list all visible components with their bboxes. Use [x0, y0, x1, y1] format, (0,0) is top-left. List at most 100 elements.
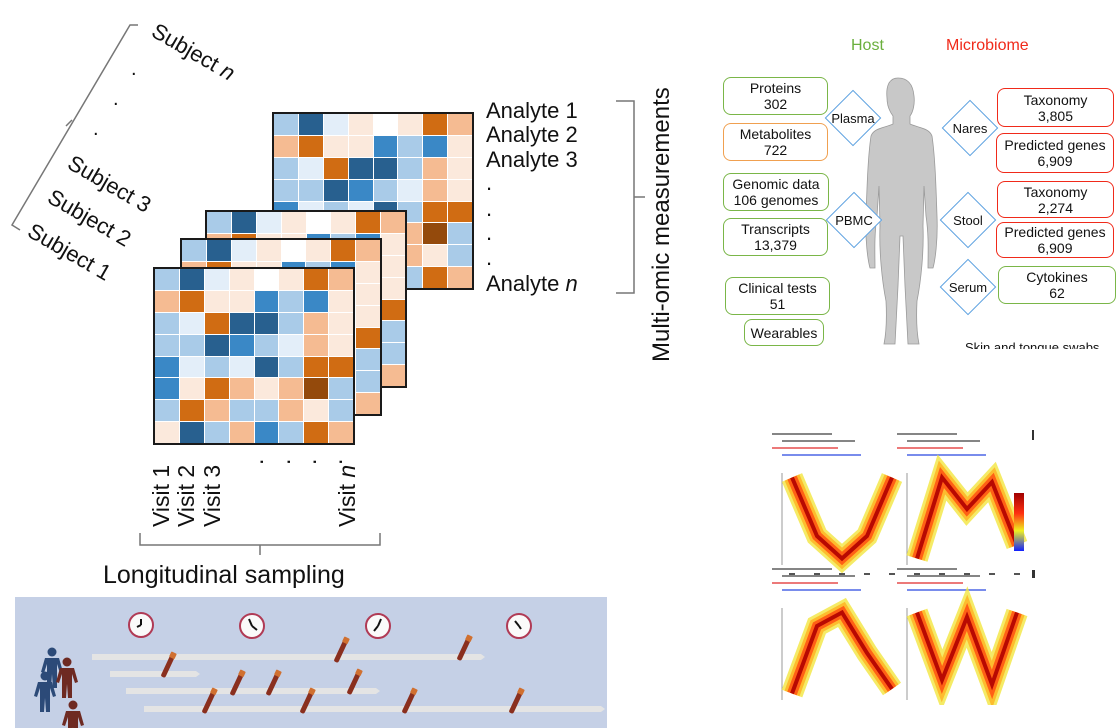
x-tick-label	[914, 573, 920, 575]
tube-body	[509, 690, 523, 714]
heatmap-cell	[274, 114, 298, 135]
heatmap-cell	[179, 422, 204, 443]
heatmap-cell	[204, 269, 229, 290]
heatmap-cell	[279, 378, 304, 400]
heatmap-cell	[323, 135, 348, 157]
person-head	[47, 647, 57, 657]
tube-cap	[308, 687, 316, 695]
plot-caption-text	[782, 440, 855, 442]
heatmap-cell	[204, 422, 229, 443]
trajectory-band	[915, 473, 1019, 560]
sample-tube-icon	[266, 669, 282, 696]
label-analyte-1: Analyte 1	[486, 98, 578, 123]
sample-pbmc: PBMC	[825, 191, 883, 249]
heatmap-cell	[254, 400, 279, 422]
plot-caption-text	[782, 589, 861, 591]
plot-caption-text	[772, 568, 832, 570]
host-box-metabolites: Metabolites 722	[723, 123, 828, 161]
visit-brace	[139, 533, 381, 555]
heatmap-cell	[304, 378, 329, 400]
x-tick-label	[1014, 573, 1020, 575]
heatmap-cell	[279, 269, 304, 290]
tube-cap	[274, 669, 282, 677]
heatmap-cell	[274, 135, 298, 157]
heatmap-cell	[231, 212, 256, 233]
plot-caption-text	[772, 582, 838, 584]
timeline-bar	[126, 688, 380, 694]
heatmap-cell	[423, 223, 448, 245]
heatmap-cell	[306, 240, 331, 261]
label-visit-2: Visit 2	[173, 464, 199, 527]
heatmap-cell	[448, 114, 472, 135]
sample-tube-icon	[509, 687, 525, 714]
heatmap-cell	[329, 356, 353, 378]
heatmap-cell	[356, 371, 380, 393]
heatmap-cell	[348, 135, 373, 157]
clock-hand	[377, 618, 382, 627]
sample-tube-icon	[347, 668, 363, 695]
person-body	[62, 711, 84, 728]
heatmap-cell	[331, 212, 356, 233]
heatmap-cell	[279, 356, 304, 378]
analyte-ellipsis: .	[486, 245, 493, 270]
heatmap-cell	[381, 321, 405, 343]
heatmap-cell	[356, 393, 380, 414]
microbiome-box-stool-predicted-genes: Predicted genes 6,909	[996, 222, 1114, 258]
heatmap-cell	[448, 245, 472, 267]
trajectory-band	[915, 611, 1019, 691]
heatmap-cell	[304, 422, 329, 443]
heatmap-cell	[229, 312, 254, 334]
label-analyte-3: Analyte 3	[486, 147, 578, 172]
trajectory-cluster-plots	[772, 430, 1035, 705]
heatmap-cell	[323, 157, 348, 179]
heatmap-cell	[304, 334, 329, 356]
heatmap-cell	[229, 400, 254, 422]
sample-tube-icon	[202, 687, 218, 714]
clock-hand	[248, 618, 253, 627]
host-title: Host	[851, 37, 884, 54]
clock-hand	[136, 624, 142, 628]
label-visit-1: Visit 1	[148, 464, 174, 527]
heatmap-cell	[229, 356, 254, 378]
sample-serum: Serum	[939, 258, 997, 316]
host-box-proteins: Proteins 302	[723, 77, 828, 115]
heatmap-cell	[204, 334, 229, 356]
sampling-timeline-panel	[15, 597, 607, 728]
heatmap-cell	[423, 114, 448, 135]
microbiome-box-stool-taxonomy: Taxonomy 2,274	[997, 181, 1114, 218]
heatmap-cell	[373, 157, 398, 179]
tube-body	[202, 690, 216, 714]
heatmap-cell	[254, 422, 279, 443]
heatmap-cell	[206, 240, 231, 261]
heatmap-cell	[306, 212, 331, 233]
heatmap-cell	[329, 400, 353, 422]
plot-caption-text	[907, 454, 986, 456]
heatmap-cell	[381, 233, 405, 255]
label-visit-3: Visit 3	[199, 464, 225, 527]
heatmap-cell	[298, 157, 323, 179]
heatmap-cell	[331, 240, 356, 261]
heatmap-cell	[279, 290, 304, 312]
heatmap-cell	[279, 334, 304, 356]
heatmap-cell	[179, 269, 204, 290]
timeline-bar	[110, 671, 200, 677]
tube-cap	[169, 651, 177, 659]
heatmap-cell	[373, 179, 398, 201]
clock-hand	[373, 625, 379, 632]
tube-body	[230, 672, 244, 696]
heatmap-cell	[179, 378, 204, 400]
heatmap-cell	[356, 240, 380, 261]
sample-tube-icon	[230, 669, 246, 696]
tube-cap	[342, 636, 350, 644]
tube-body	[457, 637, 471, 661]
heatmap-cell	[356, 327, 380, 349]
person-icon	[62, 700, 84, 728]
trajectory-band	[790, 609, 894, 695]
multiomic-measurements-label: Multi-omic measurements	[648, 87, 675, 362]
heatmap-cell	[329, 269, 353, 290]
tube-body	[161, 654, 175, 678]
heatmap-cell	[254, 312, 279, 334]
visit-ellipsis: .	[269, 458, 295, 465]
heatmap-cell	[398, 135, 423, 157]
x-tick-label	[939, 573, 945, 575]
